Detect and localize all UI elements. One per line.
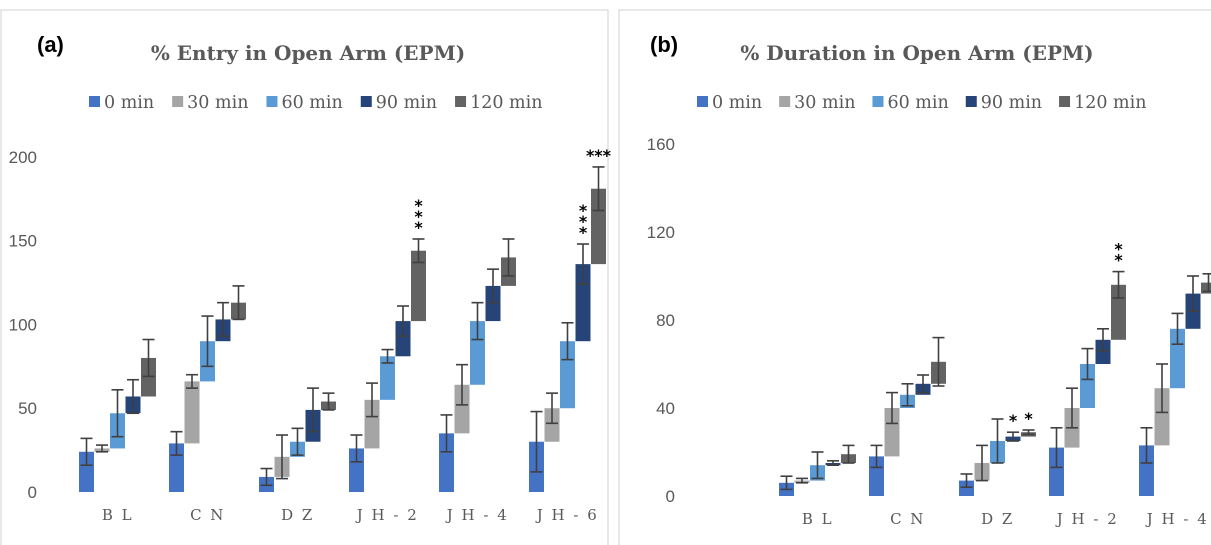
bar-0-min-JH-2 — [1049, 447, 1064, 496]
bar-90-min-JH-2 — [1095, 339, 1111, 364]
y-tick-label: 160 — [647, 135, 675, 154]
y-tick-label: 50 — [18, 399, 37, 418]
significance-marker: *** — [586, 146, 612, 165]
legend-label-30-min: 30 min — [187, 93, 248, 113]
bar-0-min-JH-4 — [439, 433, 454, 492]
x-category-label: J H - 6 — [535, 506, 599, 524]
legend-label-120-min: 120 min — [470, 93, 542, 113]
bar-0-min-DZ — [959, 480, 974, 496]
legend-label-0-min: 0 min — [104, 93, 154, 113]
significance-star: * — [1114, 251, 1123, 270]
y-tick-label: 120 — [647, 223, 675, 242]
significance-star: * — [414, 207, 423, 226]
bar-60-min-JH-4 — [470, 321, 485, 385]
y-tick-label: 0 — [28, 483, 37, 502]
significance-star: * — [579, 212, 588, 231]
chart-panel-b: (b) % Duration in Open Arm (EPM) 0 min 30 m… — [618, 9, 1211, 545]
bar-30-min-JH-4 — [454, 384, 470, 434]
x-category-label: B L — [102, 506, 134, 524]
bar-120-min-JH-6 — [591, 188, 606, 265]
significance-star: * — [579, 201, 588, 220]
bar-30-min-CN — [884, 408, 900, 457]
significance-marker: * — [1009, 411, 1018, 430]
legend-label-90-min: 90 min — [981, 93, 1042, 113]
x-category-label: D Z — [281, 506, 314, 524]
bar-0-min-JH-2 — [349, 448, 364, 492]
bar-120-min-JH-2 — [411, 250, 426, 322]
legend-label-60-min: 60 min — [887, 93, 948, 113]
bar-0-min-CN — [869, 456, 884, 496]
y-tick-label: 100 — [9, 315, 37, 334]
legend-swatch-0-min — [697, 96, 708, 107]
x-category-label: J H - 4 — [445, 506, 509, 524]
y-tick-label: 200 — [9, 148, 37, 167]
significance-star: * — [1114, 240, 1123, 259]
bar-60-min-JH-6 — [560, 341, 575, 409]
bar-90-min-JH-4 — [485, 285, 501, 322]
x-category-label: J H - 2 — [1055, 510, 1119, 528]
y-tick-label: 80 — [656, 311, 675, 330]
legend-swatch-30-min — [172, 96, 184, 107]
legend-swatch-30-min — [779, 96, 791, 107]
chart-title: % Entry in Open Arm (EPM) — [151, 41, 465, 65]
legend-swatch-120-min — [455, 96, 467, 107]
legend-swatch-60-min — [266, 96, 278, 107]
bar-120-min-BL — [141, 357, 156, 397]
legend-swatch-90-min — [360, 96, 372, 107]
x-category-label: J H - 2 — [355, 506, 419, 524]
legend-label-30-min: 30 min — [794, 93, 855, 113]
y-tick-label: 40 — [656, 399, 675, 418]
y-tick-label: 150 — [9, 232, 37, 251]
x-category-label: C N — [890, 510, 925, 528]
bar-120-min-JH-4 — [1201, 282, 1211, 294]
legend-swatch-60-min — [872, 96, 884, 107]
bar-90-min-JH-2 — [395, 321, 411, 357]
panel-label: (a) — [37, 32, 64, 57]
legend-swatch-0-min — [89, 96, 100, 107]
bar-90-min-JH-6 — [575, 264, 591, 342]
x-category-label: B L — [802, 510, 834, 528]
legend-swatch-90-min — [965, 96, 977, 107]
bar-0-min-BL — [79, 451, 94, 492]
legend-label-60-min: 60 min — [281, 93, 342, 113]
x-category-label: D Z — [981, 510, 1014, 528]
bar-0-min-JH-4 — [1139, 445, 1154, 496]
legend-label-0-min: 0 min — [712, 93, 762, 113]
y-tick-label: 0 — [666, 487, 675, 506]
bar-30-min-JH-2 — [364, 399, 380, 449]
significance-star: * — [579, 223, 588, 242]
x-category-label: J H - 4 — [1145, 510, 1209, 528]
chart-panel-a: (a) % Entry in Open Arm (EPM) 0 min 30 min 6… — [0, 9, 612, 545]
bar-30-min-CN — [184, 381, 200, 444]
legend-label-120-min: 120 min — [1074, 93, 1146, 113]
bar-60-min-JH-2 — [380, 356, 395, 400]
bar-60-min-JH-2 — [1080, 364, 1095, 408]
bar-30-min-JH-6 — [544, 408, 560, 442]
bar-30-min-JH-4 — [1154, 388, 1170, 446]
legend-swatch-120-min — [1059, 96, 1071, 107]
x-category-label: C N — [190, 506, 225, 524]
significance-star: * — [414, 218, 423, 237]
significance-marker: * — [1024, 409, 1033, 428]
significance-star: * — [414, 196, 423, 215]
panel-label: (b) — [650, 32, 678, 57]
chart-title: % Duration in Open Arm (EPM) — [740, 41, 1093, 65]
panel-frame — [618, 9, 1211, 545]
legend-label-90-min: 90 min — [376, 93, 437, 113]
